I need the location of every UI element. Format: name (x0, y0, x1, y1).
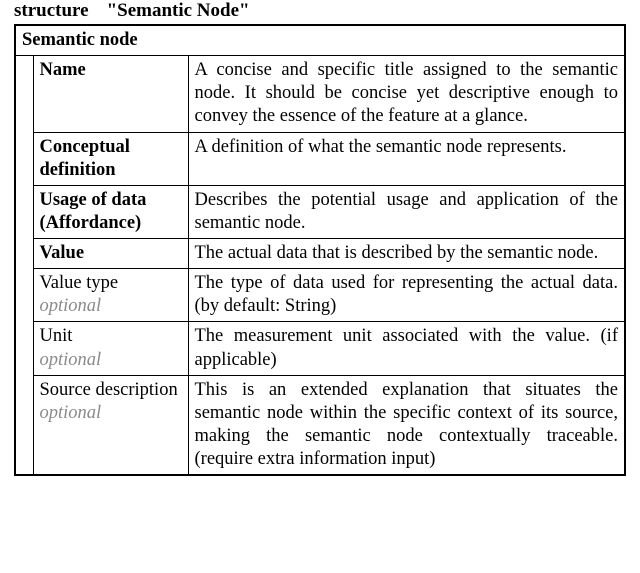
row-label-text: Usage of data (Affordance) (40, 190, 147, 233)
gutter-cell (15, 56, 33, 476)
row-label-text: Value type (40, 273, 119, 293)
row-label-text: Conceptual definition (40, 137, 130, 180)
row-label: Value typeoptional (33, 269, 188, 322)
semantic-node-table: Semantic node Name A concise and specific… (14, 24, 626, 476)
row-label: Conceptual definition (33, 132, 188, 185)
row-desc: The type of data used for representing t… (188, 269, 625, 322)
caption-right: "Semantic Node" (107, 0, 250, 21)
optional-tag: optional (40, 349, 182, 372)
row-label-text: Source description (40, 380, 178, 400)
page-container: structure "Semantic Node" Semantic node N… (0, 0, 640, 490)
row-desc: A concise and specific title assigned to… (188, 56, 625, 132)
table-row: Value The actual data that is described b… (15, 239, 625, 269)
table-body: Semantic node Name A concise and specific… (15, 25, 625, 475)
table-row: Unit optional The measurement unit associa… (15, 322, 625, 375)
table-header: Semantic node (15, 25, 625, 56)
table-row: Value typeoptionalThe type of data used … (15, 269, 625, 322)
table-row: Conceptual definition A definition of wha… (15, 132, 625, 185)
row-label-text: Name (40, 60, 86, 80)
table-row: Name A concise and specific title assigne… (15, 56, 625, 132)
table-caption: structure "Semantic Node" (14, 0, 626, 22)
row-label: Unit optional (33, 322, 188, 375)
row-desc: This is an extended explanation that sit… (188, 375, 625, 475)
row-label-text: Unit (40, 326, 73, 346)
optional-tag: optional (40, 402, 182, 425)
optional-tag: optional (40, 295, 182, 318)
row-label-text: Value (40, 243, 85, 263)
row-label: Value (33, 239, 188, 269)
row-desc: Describes the potential usage and applic… (188, 185, 625, 238)
caption-left: structure (14, 0, 89, 21)
row-desc: The actual data that is described by the… (188, 239, 625, 269)
row-desc: A definition of what the semantic node r… (188, 132, 625, 185)
row-label: Source descriptionoptional (33, 375, 188, 475)
table-header-row: Semantic node (15, 25, 625, 56)
row-label: Name (33, 56, 188, 132)
row-desc: The measurement unit associated with the… (188, 322, 625, 375)
table-row: Usage of data (Affordance) Describes the … (15, 185, 625, 238)
row-label: Usage of data (Affordance) (33, 185, 188, 238)
table-row: Source descriptionoptionalThis is an ext… (15, 375, 625, 475)
